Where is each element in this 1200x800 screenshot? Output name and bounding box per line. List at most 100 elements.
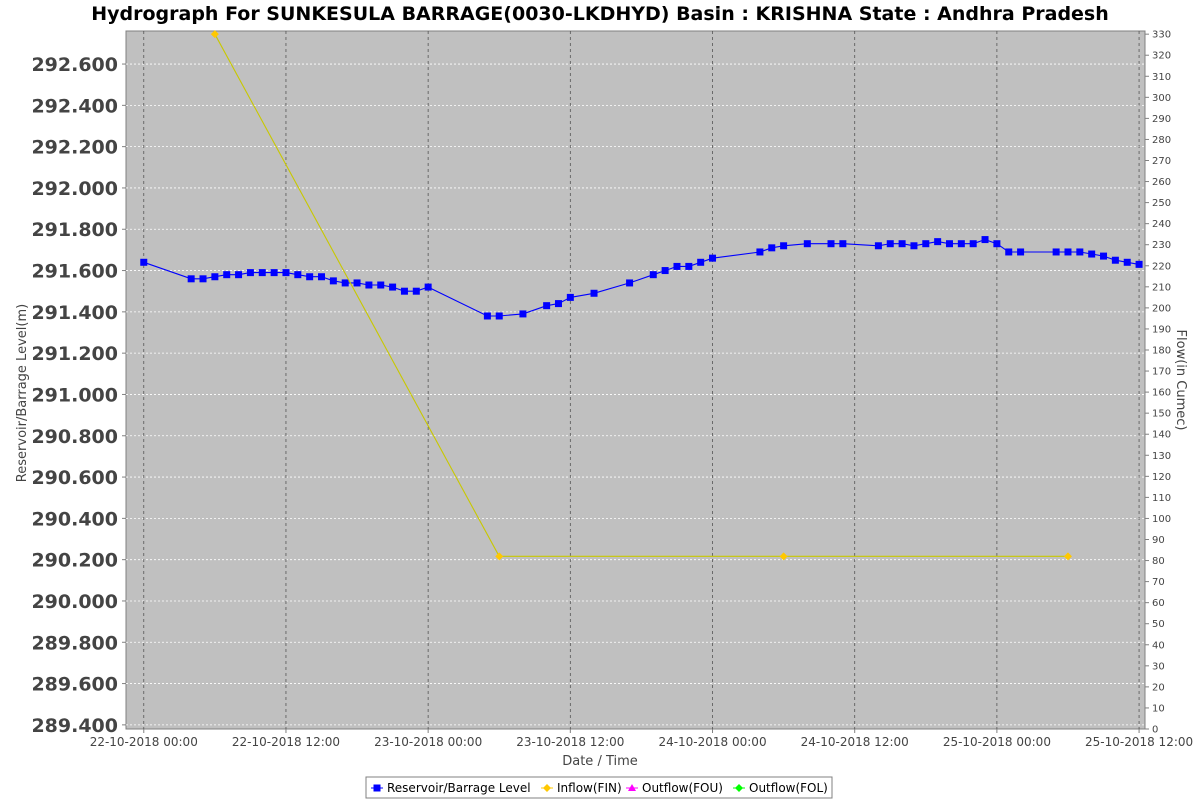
- right-tick-label: 130: [1152, 451, 1171, 462]
- right-tick-label: 170: [1152, 367, 1171, 378]
- data-point: [957, 240, 965, 248]
- data-point: [1123, 258, 1131, 266]
- left-tick-label: 291.000: [31, 384, 118, 406]
- right-tick-label: 40: [1152, 640, 1165, 651]
- left-tick-label: 291.800: [31, 219, 118, 241]
- right-tick-label: 270: [1152, 156, 1171, 167]
- right-tick-label: 140: [1152, 430, 1171, 441]
- legend-label: Outflow(FOU): [642, 781, 723, 795]
- left-tick-label: 290.200: [31, 550, 118, 572]
- right-tick-label: 80: [1152, 556, 1165, 567]
- right-tick-label: 330: [1152, 30, 1171, 41]
- data-point: [377, 281, 385, 289]
- data-point: [270, 269, 278, 277]
- data-point: [945, 240, 953, 248]
- data-point: [709, 254, 717, 262]
- data-point: [389, 283, 397, 291]
- right-tick-label: 100: [1152, 514, 1171, 525]
- data-point: [886, 240, 894, 248]
- data-point: [1017, 248, 1025, 256]
- data-point: [874, 242, 882, 250]
- right-tick-label: 70: [1152, 577, 1165, 588]
- left-tick-label: 291.600: [31, 261, 118, 283]
- right-tick-label: 110: [1152, 493, 1171, 504]
- series-1: [210, 30, 1072, 561]
- data-point: [898, 240, 906, 248]
- data-point: [306, 273, 314, 281]
- data-point: [1076, 248, 1084, 256]
- right-tick-label: 120: [1152, 472, 1171, 483]
- left-tick-label: 292.600: [31, 54, 118, 76]
- data-point: [934, 238, 942, 246]
- data-point: [685, 262, 693, 270]
- legend-swatch-marker: [735, 784, 743, 792]
- data-point: [412, 287, 420, 295]
- left-tick-label: 289.600: [31, 674, 118, 696]
- left-tick-label: 290.400: [31, 508, 118, 530]
- left-tick-label: 292.200: [31, 137, 118, 159]
- y-gridlines: [126, 63, 1145, 726]
- data-point: [187, 275, 195, 283]
- data-point: [258, 269, 266, 277]
- legend-item-0: Reservoir/Barrage Level: [371, 781, 531, 795]
- data-point: [626, 279, 634, 287]
- legend-swatch-marker: [628, 784, 636, 791]
- right-tick-label: 320: [1152, 51, 1171, 62]
- right-tick-label: 180: [1152, 345, 1171, 356]
- left-tick-label: 290.600: [31, 467, 118, 489]
- left-tick-label: 291.400: [31, 302, 118, 324]
- data-point: [199, 275, 207, 283]
- x-tick-label: 25-10-2018 00:00: [943, 735, 1051, 749]
- plot-area: [125, 30, 1146, 730]
- data-point: [495, 312, 503, 320]
- x-tick-label: 25-10-2018 12:00: [1085, 735, 1193, 749]
- x-tick-label: 24-10-2018 00:00: [658, 735, 766, 749]
- data-point: [839, 240, 847, 248]
- data-point: [282, 269, 290, 277]
- data-point: [981, 236, 989, 244]
- right-tick-label: 260: [1152, 177, 1171, 188]
- legend: Reservoir/Barrage Level Inflow(FIN) Outflo…: [365, 776, 833, 799]
- x-tick-label: 22-10-2018 12:00: [232, 735, 340, 749]
- right-tick-label: 290: [1152, 114, 1171, 125]
- x-axis-label: Date / Time: [562, 754, 638, 769]
- left-tick-label: 292.400: [31, 95, 118, 117]
- data-point: [590, 289, 598, 297]
- data-point: [519, 310, 527, 318]
- series-line: [214, 33, 1068, 557]
- data-point: [210, 30, 219, 39]
- data-point: [1088, 250, 1096, 258]
- legend-swatch-marker: [543, 784, 551, 792]
- data-point: [211, 273, 219, 281]
- data-point: [756, 248, 764, 256]
- data-point: [1100, 252, 1108, 260]
- left-tick-label: 289.400: [31, 715, 118, 737]
- legend-item-1: Inflow(FIN): [541, 781, 622, 795]
- data-point: [697, 258, 705, 266]
- data-point: [318, 273, 326, 281]
- chart-title: Hydrograph For SUNKESULA BARRAGE(0030-LK…: [91, 3, 1109, 25]
- data-point: [353, 279, 361, 287]
- right-tick-label: 0: [1152, 725, 1158, 736]
- series-layer: [140, 30, 1143, 561]
- data-point: [246, 269, 254, 277]
- right-tick-label: 190: [1152, 324, 1171, 335]
- data-point: [329, 277, 337, 285]
- data-point: [910, 242, 918, 250]
- data-point: [993, 240, 1001, 248]
- right-tick-label: 60: [1152, 598, 1165, 609]
- left-tick-label: 291.200: [31, 343, 118, 365]
- left-axis-ticks: 289.400 289.600 289.800 290.000 290.200 290.4…: [31, 54, 126, 737]
- data-point: [827, 240, 835, 248]
- legend-box: [365, 776, 833, 799]
- legend-label: Outflow(FOL): [749, 781, 828, 795]
- legend-label: Reservoir/Barrage Level: [387, 781, 531, 795]
- data-point: [779, 552, 788, 561]
- data-point: [922, 240, 930, 248]
- right-tick-label: 250: [1152, 198, 1171, 209]
- data-point: [495, 552, 504, 561]
- right-tick-label: 210: [1152, 282, 1171, 293]
- legend-label: Inflow(FIN): [557, 781, 622, 795]
- right-tick-label: 220: [1152, 261, 1171, 272]
